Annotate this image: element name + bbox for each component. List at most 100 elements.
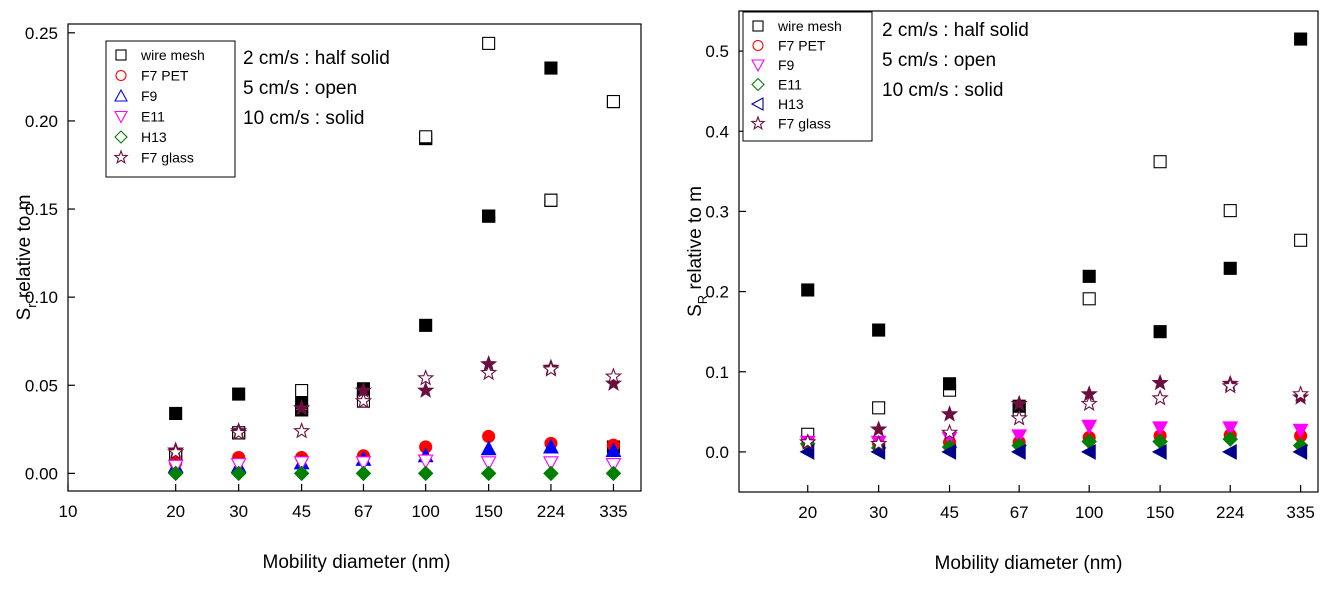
legend-label: F7 PET [778,38,826,54]
legend-marker [114,130,128,144]
y-axis-title: Sr relative to m [14,195,39,321]
data-point [293,422,311,439]
data-point [355,456,372,471]
x-tick-label: 20 [166,502,185,521]
data-point [293,399,311,416]
x-tick-label: 10 [59,502,78,521]
y-tick-label: 0.5 [705,42,729,61]
data-point [940,405,959,422]
data-point [1292,423,1309,439]
legend-marker [751,59,765,73]
speed-annotation: 10 cm/s : solid [243,108,364,129]
y-tick-label: 0.2 [705,283,729,302]
x-tick-label: 67 [354,502,373,521]
series-wire-mesh [801,32,1308,413]
legend-label: wire mesh [777,18,842,34]
data-point [943,377,957,391]
data-point [417,381,435,398]
speed-annotation: 2 cm/s : half solid [882,20,1029,41]
legend-label: H13 [141,129,167,145]
data-point [1294,233,1308,247]
y-axis-title-subscript: r [24,303,39,308]
data-point [870,420,888,437]
data-point [293,456,310,471]
speed-annotation: 10 cm/s : solid [882,80,1003,101]
legend-marker [114,110,128,124]
data-point [480,465,497,482]
legend-item: F7 PET [752,38,826,54]
y-axis-title-subscript: R [695,295,710,304]
chart-1: 10 20 30 45 67 100 150 224 335 0.00 0.05 0.10 0.15 0.… [14,23,642,573]
data-point [940,423,959,441]
data-point [1151,443,1167,460]
data-point [355,465,372,482]
legend-marker [750,115,766,131]
series-wire-mesh [169,94,621,463]
data-point-half-fill [295,409,309,417]
legend-marker [115,69,127,82]
data-point [799,433,817,450]
legend-label: wire mesh [140,47,205,63]
data-point [1153,155,1167,169]
y-axis-title-main: S [14,308,35,321]
series-wire-mesh [801,155,1308,441]
data-point [417,454,434,470]
x-tick-label: 30 [869,503,888,522]
data-point [480,440,497,456]
data-point [604,367,623,384]
data-point [543,465,559,482]
y-tick-label: 0.0 [705,443,729,462]
y-axis-title: SR relative to m [685,186,710,317]
data-point [1011,429,1028,445]
x-tick-label: 45 [292,502,311,521]
x-tick-label: 335 [599,502,627,521]
y-tick-label: 0.10 [25,288,58,307]
data-point [167,443,185,460]
plot-frame [67,23,642,492]
data-point [230,465,247,482]
data-point [872,401,886,415]
legend-item: F9 [751,57,795,73]
data-point [480,363,498,381]
data-point [605,465,622,482]
data-point [870,434,888,452]
legend-label: F7 glass [141,150,194,166]
legend: wire mesh F7 PET F9 E11 H13 F7 glass [105,40,236,178]
data-point [605,442,622,458]
legend-item: F7 glass [113,149,194,166]
y-tick-label: 0.05 [25,376,58,395]
legend-label: F9 [778,57,795,73]
legend-item: E11 [114,109,165,125]
data-point [419,130,433,144]
legend-marker [115,49,127,61]
legend: wire mesh F7 PET F9 E11 H13 F7 glass [742,11,873,142]
x-tick-label: 100 [411,502,439,521]
data-point [167,465,184,482]
data-point [419,318,433,332]
y-tick-label: 0.4 [705,122,729,141]
x-tick-label: 100 [1075,503,1103,522]
legend-marker [752,20,764,32]
series-h13 [799,443,1308,460]
legend-label: F7 glass [778,116,831,132]
data-point [480,456,497,471]
x-axis-title: Mobility diameter (nm) [263,552,451,573]
data-point [605,458,622,473]
data-point [801,283,815,297]
x-tick-label: 67 [1010,503,1029,522]
data-point [1152,421,1169,437]
data-point [1082,269,1096,283]
speed-annotation: 5 cm/s : open [243,78,357,99]
legend-item: H13 [750,96,804,112]
data-point [941,443,957,460]
data-point [604,374,623,391]
legend-item: F7 glass [750,115,831,132]
legend-box [105,40,236,178]
legend-item: E11 [751,77,802,93]
data-point [1294,32,1308,46]
legend-label: H13 [778,96,804,112]
x-tick-label: 224 [537,502,565,521]
x-tick-label: 20 [798,503,817,522]
